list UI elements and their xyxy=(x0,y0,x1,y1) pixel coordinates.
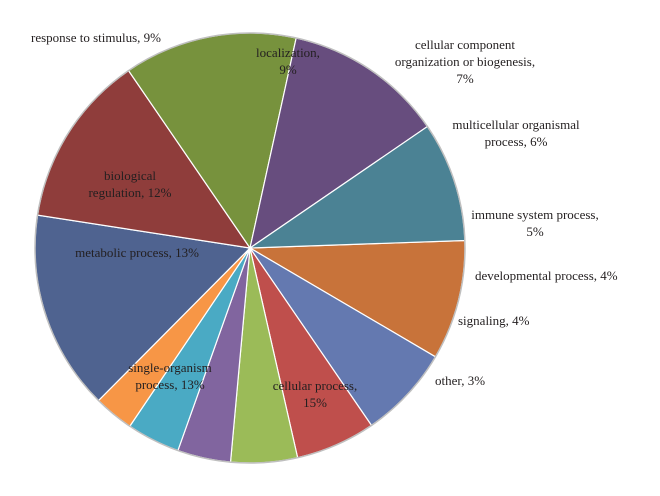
slice-label-localization: localization, 9% xyxy=(256,45,320,77)
slice-label-immune-system-process: immune system process, 5% xyxy=(471,207,598,239)
slice-label-line: 5% xyxy=(526,224,544,239)
slice-label-line: metabolic process, 13% xyxy=(75,245,199,260)
slice-label-line: immune system process, xyxy=(471,207,598,222)
slice-label-signaling: signaling, 4% xyxy=(458,313,530,328)
slice-label-line: cellular process, xyxy=(273,378,357,393)
slice-label-line: regulation, 12% xyxy=(88,185,171,200)
slice-label-line: 15% xyxy=(303,395,327,410)
pie-slices xyxy=(34,32,466,464)
slice-label-line: biological xyxy=(104,168,156,183)
slice-label-biological-regulation: biological regulation, 12% xyxy=(88,168,171,200)
slice-label-single-organism-process: single-organism process, 13% xyxy=(128,360,212,392)
slice-label-other: other, 3% xyxy=(435,373,485,388)
slice-label-line: single-organism xyxy=(128,360,212,375)
slice-label-response-to-stimulus: response to stimulus, 9% xyxy=(31,30,161,45)
slice-label-line: process, 6% xyxy=(485,134,548,149)
slice-label-line: other, 3% xyxy=(435,373,485,388)
slice-label-line: multicellular organismal xyxy=(452,117,580,132)
slice-label-multicellular-organismal-process: multicellular organismal process, 6% xyxy=(452,117,580,149)
slice-label-cellular-component-organization-or-biogenesis: cellular component organization or biogen… xyxy=(395,37,535,86)
slice-label-line: response to stimulus, 9% xyxy=(31,30,161,45)
slice-label-line: localization, xyxy=(256,45,320,60)
slice-label-metabolic-process: metabolic process, 13% xyxy=(75,245,199,260)
slice-label-developmental-process: developmental process, 4% xyxy=(475,268,618,283)
slice-label-cellular-process: cellular process, 15% xyxy=(273,378,357,410)
pie-outline xyxy=(34,32,466,464)
slice-label-line: 9% xyxy=(279,62,297,77)
slice-label-line: developmental process, 4% xyxy=(475,268,618,283)
pie-labels: localization, 9% cellular component organiz… xyxy=(31,30,618,410)
slice-label-line: process, 13% xyxy=(135,377,204,392)
slice-label-line: cellular component xyxy=(415,37,515,52)
slice-label-line: signaling, 4% xyxy=(458,313,530,328)
slice-label-line: organization or biogenesis, xyxy=(395,54,535,69)
slice-label-line: 7% xyxy=(456,71,474,86)
